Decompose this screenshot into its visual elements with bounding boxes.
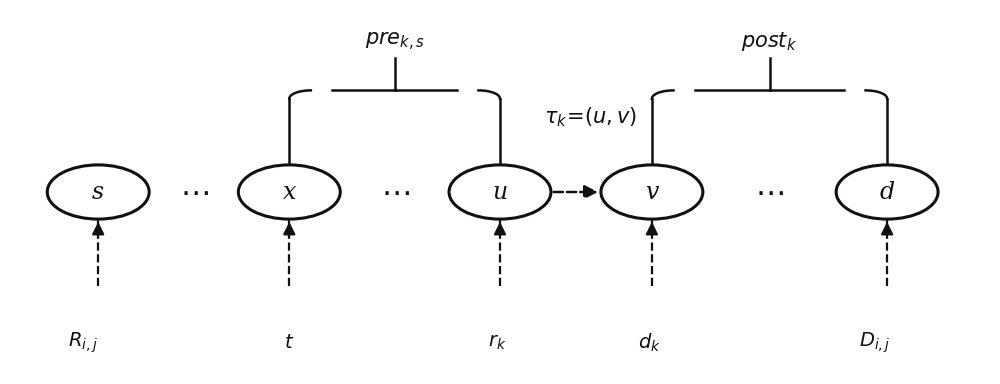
Text: $R_{i,j}$: $R_{i,j}$ [68,330,99,355]
Text: x: x [283,180,296,204]
Text: $r_{k}$: $r_{k}$ [488,333,506,352]
Text: $\cdots$: $\cdots$ [180,177,209,207]
Text: u: u [492,180,508,204]
Text: $\cdots$: $\cdots$ [755,177,784,207]
Text: d: d [880,180,895,204]
Ellipse shape [449,165,551,219]
Ellipse shape [601,165,703,219]
Text: $d_{k}$: $d_{k}$ [638,331,660,354]
Text: $pre_{k,s}$: $pre_{k,s}$ [365,31,425,53]
Text: v: v [645,180,659,204]
Ellipse shape [836,165,938,219]
Text: $t$: $t$ [284,334,294,351]
Text: $post_{k}$: $post_{k}$ [741,30,798,53]
Ellipse shape [238,165,340,219]
Text: s: s [92,180,104,204]
Text: $\cdots$: $\cdots$ [381,177,410,207]
Text: $\tau_{k}\!=\!(u,v)$: $\tau_{k}\!=\!(u,v)$ [544,105,637,129]
Ellipse shape [47,165,149,219]
Text: $D_{i,j}$: $D_{i,j}$ [859,330,890,355]
